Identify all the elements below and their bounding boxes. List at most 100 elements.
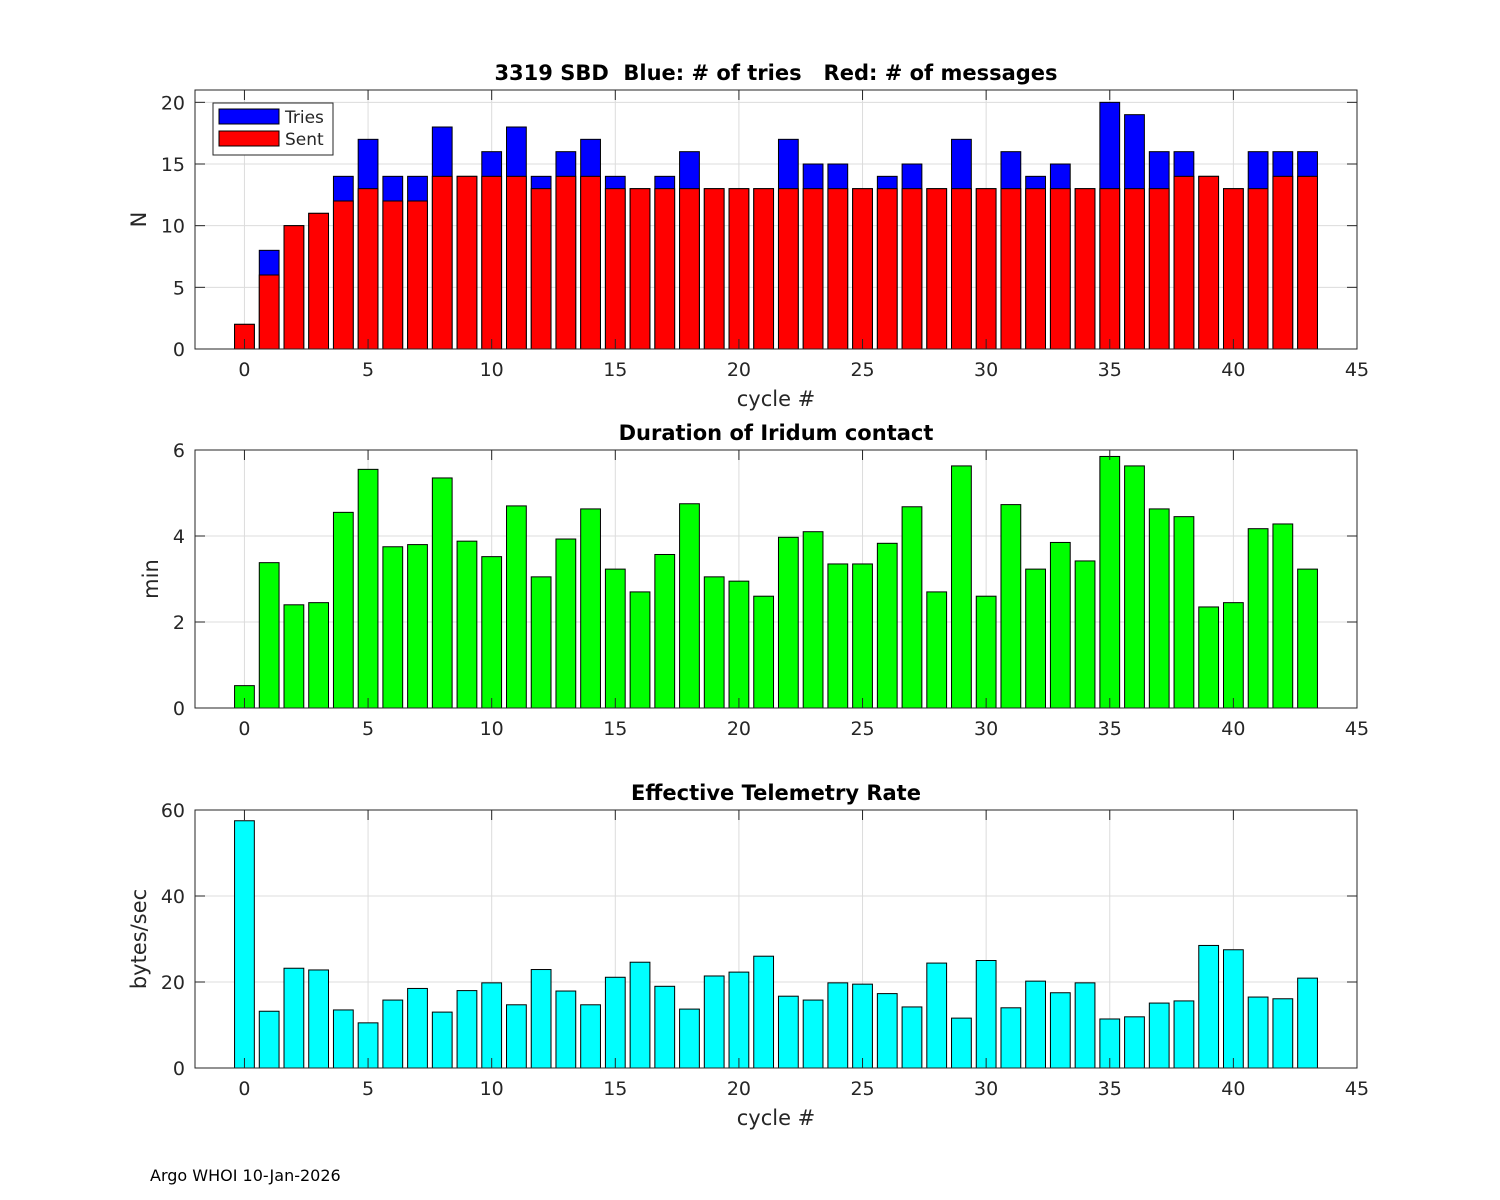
x-tick-label: 10	[480, 359, 504, 381]
x-tick-label: 45	[1345, 359, 1369, 381]
bar-rate-4	[332, 1009, 354, 1069]
bar-rate-33	[1049, 992, 1071, 1069]
bar-sent-10	[481, 175, 503, 350]
bar-rate-41	[1247, 996, 1269, 1069]
bar-sent-38	[1173, 175, 1195, 350]
bar-sent-12	[530, 188, 552, 350]
y-tick-label: 0	[173, 1058, 185, 1080]
bar-duration-30	[975, 595, 997, 709]
plot-1: 0 5 10 15 20 25 30 35 40 45 0 5 10 15 20 3319 SBD Blue:…	[127, 61, 1369, 411]
x-tick-label: 40	[1221, 359, 1245, 381]
bar-sent-9	[456, 175, 478, 350]
bar-sent-22	[777, 188, 799, 350]
bar-rate-19	[703, 975, 725, 1069]
x-tick-label: 20	[727, 1078, 751, 1100]
bar-sent-41	[1247, 188, 1269, 350]
bar-sent-16	[629, 188, 651, 350]
bar-sent-40	[1222, 188, 1244, 350]
x-tick-label: 25	[850, 1078, 874, 1100]
x-axis-label: cycle #	[737, 387, 816, 411]
x-tick-label: 35	[1098, 359, 1122, 381]
bar-rate-12	[530, 969, 552, 1069]
bar-rate-43	[1297, 977, 1318, 1069]
x-tick-label: 20	[727, 359, 751, 381]
bar-duration-43	[1297, 568, 1318, 709]
bar-sent-11	[506, 175, 527, 350]
x-tick-label: 30	[974, 1078, 998, 1100]
bar-rate-28	[926, 962, 948, 1069]
bar-duration-34	[1074, 560, 1096, 709]
y-tick-label: 20	[161, 92, 185, 114]
chart-title: Effective Telemetry Rate	[631, 781, 921, 805]
x-tick-label: 5	[362, 359, 374, 381]
bar-sent-17	[654, 188, 676, 350]
bar-duration-24	[827, 563, 849, 709]
x-tick-label: 30	[974, 359, 998, 381]
y-axis-label: bytes/sec	[127, 889, 151, 989]
bar-rate-36	[1124, 1016, 1145, 1069]
bar-duration-22	[777, 536, 799, 709]
bar-duration-32	[1025, 568, 1046, 709]
y-tick-label: 6	[173, 440, 185, 462]
y-tick-label: 10	[161, 216, 185, 238]
bar-sent-36	[1124, 188, 1145, 350]
bar-rate-23	[802, 999, 824, 1069]
bar-duration-38	[1173, 516, 1195, 709]
bar-rate-25	[852, 983, 873, 1069]
bar-sent-28	[926, 188, 948, 350]
bar-sent-30	[975, 188, 997, 350]
bar-duration-7	[407, 544, 428, 709]
bar-duration-9	[456, 540, 478, 709]
bar-duration-17	[654, 553, 676, 709]
bar-sent-43	[1297, 175, 1318, 350]
bar-duration-16	[629, 591, 651, 709]
bar-rate-32	[1025, 980, 1046, 1069]
bar-duration-26	[876, 542, 898, 709]
y-axis-label: min	[139, 559, 163, 599]
bar-sent-4	[332, 200, 354, 350]
bar-sent-33	[1049, 188, 1071, 350]
bar-duration-10	[481, 556, 503, 709]
bar-sent-15	[604, 188, 626, 350]
bar-duration-8	[431, 477, 453, 709]
bar-rate-7	[407, 987, 428, 1069]
bar-rate-29	[951, 1017, 972, 1069]
bar-duration-39	[1198, 606, 1220, 709]
bar-rate-30	[975, 960, 997, 1069]
bar-duration-14	[580, 508, 601, 709]
bar-duration-18	[679, 503, 700, 709]
x-tick-label: 45	[1345, 1078, 1369, 1100]
bar-duration-21	[753, 595, 775, 709]
bar-rate-38	[1173, 1000, 1195, 1069]
bar-duration-28	[926, 591, 948, 709]
bar-sent-26	[876, 188, 898, 350]
x-tick-label: 45	[1345, 718, 1369, 740]
legend-swatch-sent	[218, 130, 280, 147]
bar-rate-3	[308, 969, 330, 1069]
bar-duration-1	[258, 562, 280, 709]
bar-sent-27	[901, 188, 923, 350]
chart-title: Duration of Iridum contact	[619, 421, 934, 445]
bar-duration-15	[604, 568, 626, 709]
bar-sent-37	[1148, 188, 1170, 350]
axes-box	[194, 449, 1358, 709]
bar-rate-37	[1148, 1002, 1170, 1069]
bar-sent-31	[1000, 188, 1022, 350]
x-tick-label: 15	[603, 718, 627, 740]
bar-rate-8	[431, 1011, 453, 1069]
x-tick-label: 40	[1221, 1078, 1245, 1100]
y-tick-label: 0	[173, 339, 185, 361]
legend-label-sent: Sent	[285, 130, 324, 150]
bar-duration-27	[901, 506, 923, 709]
bar-rate-31	[1000, 1007, 1022, 1069]
x-tick-label: 25	[850, 718, 874, 740]
bar-duration-13	[555, 538, 577, 709]
bar-duration-11	[506, 505, 527, 709]
bar-rate-0	[234, 820, 255, 1069]
x-tick-label: 35	[1098, 718, 1122, 740]
bar-duration-42	[1272, 523, 1294, 709]
bar-duration-36	[1124, 465, 1145, 709]
y-tick-label: 15	[161, 154, 185, 176]
bar-duration-33	[1049, 541, 1071, 709]
bar-rate-13	[555, 990, 577, 1069]
